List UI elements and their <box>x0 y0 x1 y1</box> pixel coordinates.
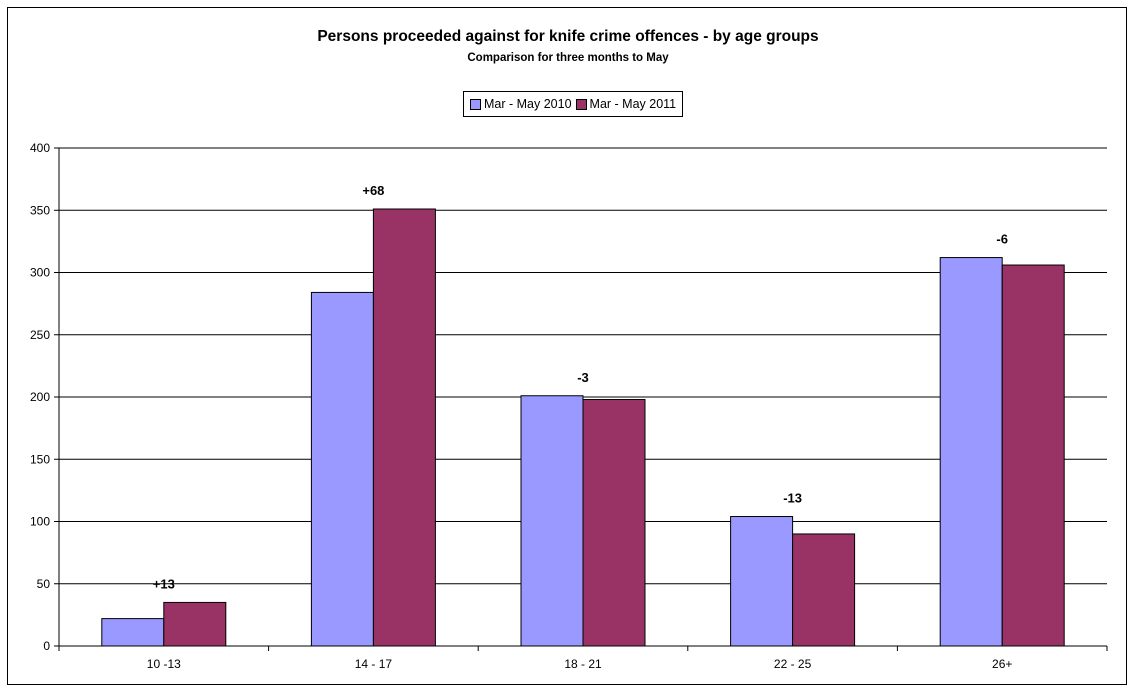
legend-item-2010: Mar - May 2010 <box>470 97 572 111</box>
change-annotation: +13 <box>153 576 175 591</box>
x-tick-label: 14 - 17 <box>355 657 393 671</box>
change-annotation: -6 <box>996 232 1008 247</box>
x-tick-label: 18 - 21 <box>564 657 602 671</box>
y-tick-label: 300 <box>30 266 50 280</box>
bar-2010 <box>939 257 1003 647</box>
y-tick-label: 350 <box>30 203 50 217</box>
legend-swatch-2010 <box>470 98 481 110</box>
chart-legend: Mar - May 2010 Mar - May 2011 <box>463 91 684 117</box>
change-annotation: -13 <box>783 491 802 506</box>
y-tick-label: 200 <box>30 390 50 404</box>
bar-2011 <box>163 601 227 647</box>
x-tick-label: 10 -13 <box>147 657 181 671</box>
bar-2010 <box>520 395 584 647</box>
x-tick-label: 26+ <box>992 657 1012 671</box>
legend-label-2011: Mar - May 2011 <box>589 97 677 111</box>
change-annotation: -3 <box>577 370 589 385</box>
bar-2011 <box>582 398 646 647</box>
bar-2010 <box>730 516 794 647</box>
legend-item-2011: Mar - May 2011 <box>575 97 677 111</box>
y-tick-label: 100 <box>30 515 50 529</box>
change-annotation: +68 <box>362 183 384 198</box>
y-tick-label: 250 <box>30 328 50 342</box>
legend-swatch-2011 <box>575 98 587 110</box>
x-tick-label: 22 - 25 <box>774 657 812 671</box>
bar-2011 <box>372 208 436 647</box>
chart-title: Persons proceeded against for knife crim… <box>317 28 819 45</box>
bar-2011 <box>792 533 856 647</box>
y-tick-label: 400 <box>30 141 50 155</box>
bar-2010 <box>101 618 165 647</box>
y-tick-label: 150 <box>30 452 50 466</box>
y-tick-label: 0 <box>43 639 50 653</box>
y-tick-label: 50 <box>37 577 51 591</box>
bar-2011 <box>1001 264 1065 647</box>
chart-subtitle: Comparison for three months to May <box>467 52 669 64</box>
bar-2010 <box>310 291 374 647</box>
legend-label-2010: Mar - May 2010 <box>484 97 572 111</box>
